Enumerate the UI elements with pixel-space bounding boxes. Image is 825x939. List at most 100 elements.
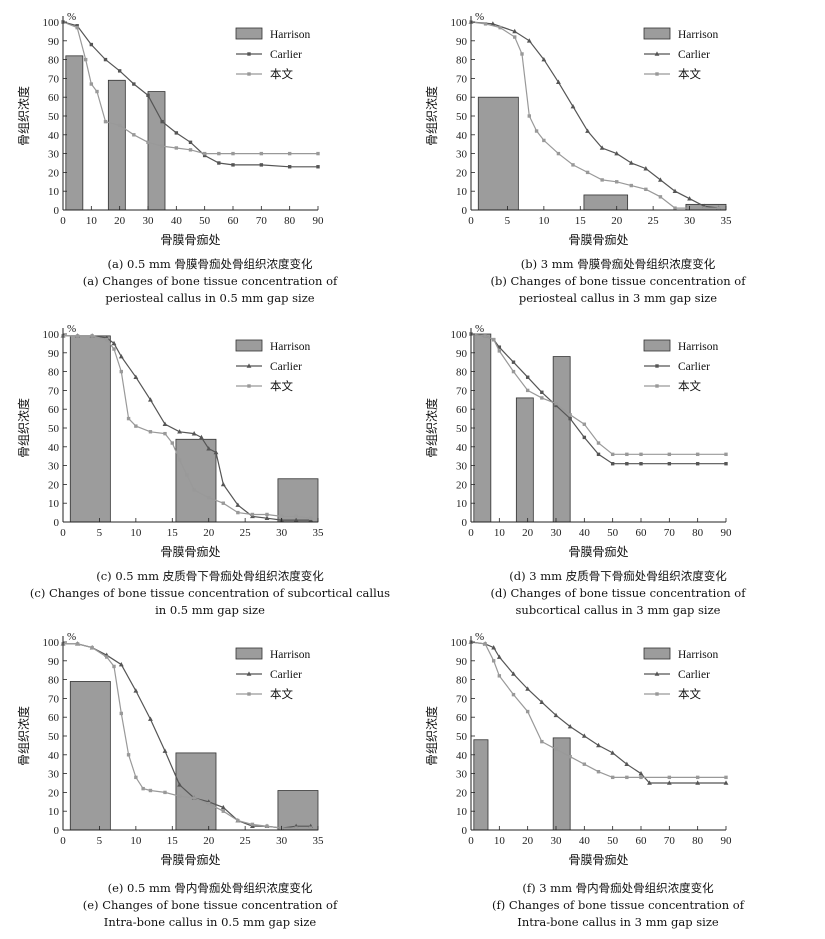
data-point bbox=[119, 711, 123, 716]
data-point bbox=[490, 21, 496, 26]
y-tick-label: 100 bbox=[451, 17, 468, 29]
data-point bbox=[539, 699, 545, 704]
x-tick-label: 35 bbox=[313, 835, 325, 847]
legend-label-bennwen: 本文 bbox=[270, 379, 293, 393]
x-tick-label: 15 bbox=[167, 527, 179, 539]
data-point bbox=[95, 89, 99, 94]
legend: Harrison Carlier 本文 bbox=[235, 647, 310, 701]
y-tick-label: 100 bbox=[451, 637, 468, 649]
y-tick-label: 60 bbox=[456, 404, 468, 416]
data-point bbox=[250, 512, 255, 517]
chart-f: 0 10 20 30 40 50 60 70 80 90 100 0 10 20 30 40 50 60 70 80 9… bbox=[424, 631, 732, 867]
x-tick-label: 60 bbox=[636, 835, 648, 847]
x-tick-label: 35 bbox=[721, 215, 733, 227]
data-point bbox=[511, 671, 516, 676]
x-tick-label: 50 bbox=[199, 215, 211, 227]
data-point bbox=[177, 429, 182, 434]
y-tick-label: 50 bbox=[48, 731, 60, 743]
x-tick-label: 25 bbox=[240, 527, 252, 539]
data-point bbox=[148, 430, 153, 434]
data-point bbox=[512, 28, 518, 34]
data-point bbox=[496, 654, 502, 659]
data-point bbox=[294, 514, 298, 519]
data-point bbox=[90, 334, 94, 338]
series-line-bennwen bbox=[470, 641, 726, 778]
data-point bbox=[112, 347, 116, 351]
y-tick-label: 0 bbox=[54, 825, 60, 837]
data-point bbox=[177, 794, 182, 798]
data-point bbox=[724, 462, 728, 466]
harrison-bar bbox=[175, 438, 217, 523]
data-point bbox=[220, 804, 226, 810]
legend-label-carlier: Carlier bbox=[270, 669, 302, 681]
data-point bbox=[497, 674, 502, 678]
data-point bbox=[191, 431, 197, 436]
data-point bbox=[658, 195, 663, 199]
legend-marker-bennwen bbox=[655, 692, 659, 696]
data-point bbox=[103, 119, 108, 124]
legend-label-bennwen: 本文 bbox=[678, 67, 701, 81]
x-axis-label: 骨膜骨痂处 bbox=[568, 232, 628, 247]
data-point bbox=[567, 724, 573, 729]
legend-label-harrison: Harrison bbox=[678, 341, 718, 353]
y-tick-label: 40 bbox=[456, 130, 468, 142]
unit-label: % bbox=[475, 631, 484, 643]
x-tick-label: 20 bbox=[203, 527, 215, 539]
legend-marker-carlier bbox=[246, 363, 252, 368]
data-point bbox=[316, 165, 320, 169]
data-point bbox=[596, 452, 601, 457]
x-tick-label: 10 bbox=[130, 835, 142, 847]
data-point bbox=[571, 163, 575, 167]
data-point bbox=[202, 151, 207, 156]
legend-label-harrison: Harrison bbox=[270, 29, 310, 41]
data-point bbox=[672, 188, 678, 193]
data-point bbox=[581, 733, 587, 738]
data-point bbox=[236, 510, 240, 515]
x-axis-label: 骨膜骨痂处 bbox=[568, 544, 628, 559]
data-point bbox=[146, 140, 150, 145]
data-point bbox=[185, 473, 189, 477]
x-tick-label: 20 bbox=[611, 215, 623, 227]
data-point bbox=[199, 434, 204, 440]
y-tick-label: 80 bbox=[456, 55, 468, 67]
series-line-bennwen bbox=[470, 21, 719, 209]
chart-c: 0 10 20 30 40 50 60 70 80 90 100 0 5 10 15 20 25 30 35% 骨膜骨… bbox=[16, 323, 324, 559]
data-point bbox=[667, 462, 672, 466]
legend-label-carlier: Carlier bbox=[678, 669, 710, 681]
x-tick-label: 80 bbox=[692, 527, 704, 539]
data-point bbox=[513, 35, 517, 39]
caption-c: (c) 0.5 mm 皮质骨下骨痂处骨组织浓度变化 (c) Changes of… bbox=[10, 568, 410, 619]
y-tick-label: 10 bbox=[48, 186, 60, 198]
x-tick-label: 40 bbox=[579, 835, 591, 847]
data-point bbox=[556, 151, 561, 156]
caption-en-line1: (b) Changes of bone tissue concentration… bbox=[490, 274, 746, 288]
harrison-bar bbox=[175, 752, 217, 831]
legend-swatch-harrison bbox=[235, 647, 263, 660]
y-tick-label: 90 bbox=[456, 656, 468, 668]
data-point bbox=[658, 177, 663, 182]
y-tick-label: 0 bbox=[54, 205, 60, 217]
data-point bbox=[148, 716, 153, 721]
y-axis-label: 骨组织浓度 bbox=[424, 706, 439, 766]
data-point bbox=[90, 645, 94, 650]
data-point bbox=[717, 206, 721, 210]
y-tick-label: 30 bbox=[48, 769, 60, 781]
legend-label-harrison: Harrison bbox=[270, 341, 310, 353]
caption-en-line1: (f) Changes of bone tissue concentration… bbox=[492, 898, 744, 912]
data-point bbox=[647, 780, 652, 785]
x-tick-label: 25 bbox=[240, 835, 252, 847]
y-tick-label: 10 bbox=[48, 498, 60, 510]
series-line-bennwen bbox=[62, 21, 318, 155]
legend-marker-carlier bbox=[654, 51, 660, 56]
legend-swatch-harrison bbox=[643, 339, 671, 352]
x-tick-label: 30 bbox=[276, 835, 288, 847]
y-tick-label: 60 bbox=[456, 92, 468, 104]
data-point bbox=[309, 826, 313, 830]
panel-f: 0 10 20 30 40 50 60 70 80 90 100 0 10 20 30 40 50 60 70 80 9… bbox=[418, 626, 818, 929]
y-tick-label: 90 bbox=[48, 348, 60, 360]
x-tick-label: 20 bbox=[203, 835, 215, 847]
unit-label: % bbox=[67, 631, 76, 643]
data-point bbox=[309, 516, 313, 520]
data-point bbox=[177, 782, 182, 787]
caption-cn: (c) 0.5 mm 皮质骨下骨痂处骨组织浓度变化 bbox=[96, 569, 324, 583]
